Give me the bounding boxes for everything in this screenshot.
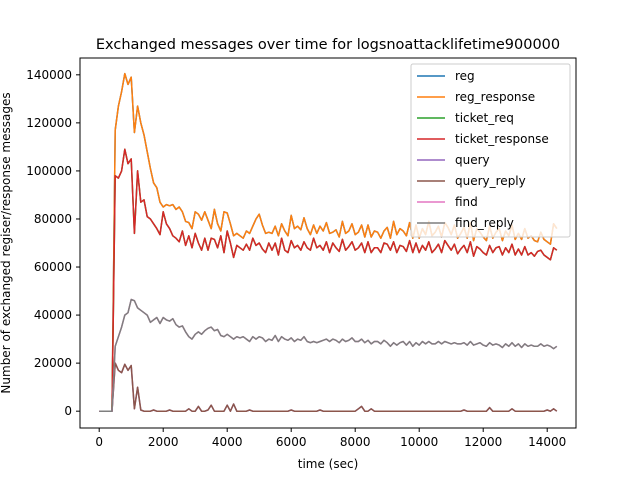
series-line-ticket-response [99,148,558,412]
x-axis: 0 2000 4000 6000 8000 10000 12000 14000 [95,428,566,449]
y-tick-label: 20000 [34,356,72,370]
series-line-find [99,298,558,412]
x-tick-label: 8000 [340,435,371,449]
y-axis-label: Number of exchanged regiser/response mes… [0,92,13,393]
series-line-query [99,362,558,412]
y-tick-label: 120000 [26,116,72,130]
x-tick-label: 10000 [400,435,438,449]
legend-label-ticket-req: ticket_req [455,111,514,125]
legend-label-reg: reg [455,69,475,83]
x-tick-label: 6000 [276,435,307,449]
series-line-find-reply [99,298,558,412]
legend-label-find-reply: find_reply [455,216,514,230]
legend-label-reg-response: reg_response [455,90,535,104]
y-tick-label: 100000 [26,164,72,178]
x-tick-label: 12000 [464,435,502,449]
legend: reg reg_response ticket_req ticket_response… [410,63,571,238]
y-axis: 0 20000 40000 60000 80000 100000 120000 140000 [26,68,80,418]
series-line-query-reply [99,362,558,412]
x-tick-label: 4000 [212,435,243,449]
legend-label-find: find [455,195,478,209]
y-tick-label: 60000 [34,260,72,274]
chart-title: Exchanged messages over time for logsnoa… [96,37,560,53]
x-tick-label: 14000 [528,435,566,449]
legend-label-ticket-response: ticket_response [455,132,549,146]
plot-frame [79,57,577,429]
x-tick-label: 0 [95,435,103,449]
x-tick-label: 2000 [148,435,179,449]
legend-label-query: query [455,153,490,167]
x-axis-label: time (sec) [298,457,359,471]
y-tick-label: 140000 [26,68,72,82]
y-tick-label: 0 [64,404,72,418]
legend-box [410,63,571,238]
legend-label-query-reply: query_reply [455,174,526,188]
y-tick-label: 80000 [34,212,72,226]
y-tick-label: 40000 [34,308,72,322]
